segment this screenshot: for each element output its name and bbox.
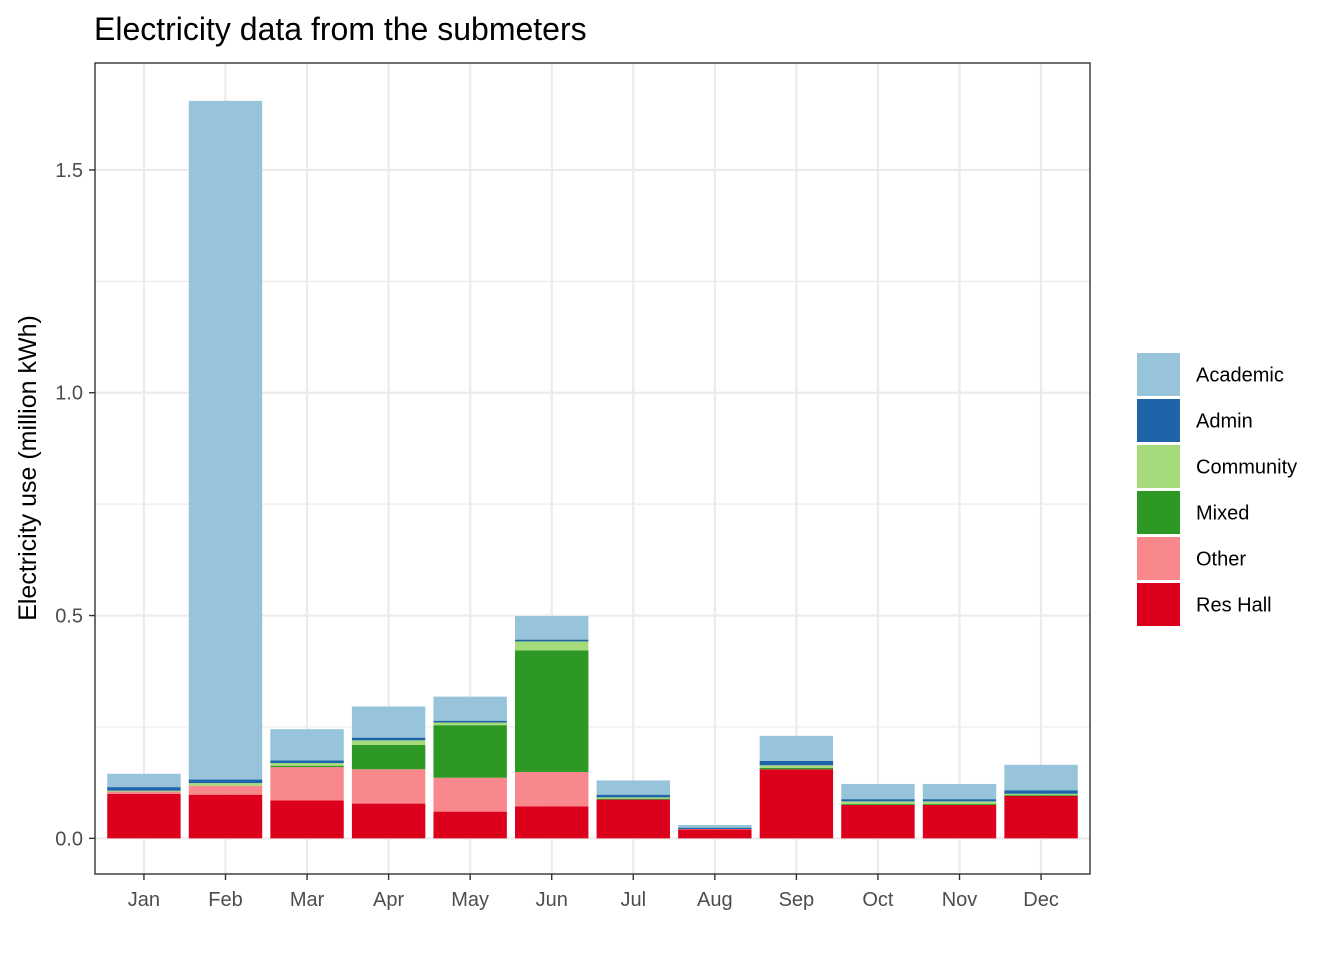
bar-segment xyxy=(188,785,263,795)
legend-label: Other xyxy=(1196,549,1246,571)
legend-key xyxy=(1137,537,1180,580)
y-tick-label: 1.5 xyxy=(55,160,83,182)
bar-segment xyxy=(678,824,752,828)
bar-segment xyxy=(433,696,507,721)
bar-segment xyxy=(515,639,589,642)
bar-segment xyxy=(351,744,426,770)
bar-segment xyxy=(759,765,834,768)
bar-segment xyxy=(270,765,344,768)
bar-segment xyxy=(515,806,589,839)
bar-segment xyxy=(596,798,670,800)
x-tick-label: Apr xyxy=(373,889,404,911)
plot-panel: 0.0 0.5 1.0 1.5 Jan Feb Mar Apr May Jun Jul Aug Sep O… xyxy=(55,62,1091,911)
bar-segment xyxy=(841,801,915,805)
bar-segment xyxy=(596,799,670,839)
bar-segment xyxy=(922,804,997,805)
bar-segment xyxy=(515,771,589,807)
y-tick-label: 1.0 xyxy=(55,383,83,405)
bar-segment xyxy=(1004,764,1078,791)
bar-segment xyxy=(678,827,752,829)
bar-segment xyxy=(596,794,670,798)
bar-segment xyxy=(922,801,997,805)
bar-segment xyxy=(922,783,997,800)
y-axis-label: Electricity use (million kWh) xyxy=(14,315,42,621)
bar-segment xyxy=(759,735,834,761)
bar-segment xyxy=(270,763,344,766)
bar-segment xyxy=(922,804,997,839)
bar-segment xyxy=(678,828,752,830)
bar-segment xyxy=(1004,795,1078,797)
bar-segment xyxy=(596,780,670,795)
bar-segment xyxy=(107,787,181,791)
chart-title: Electricity data from the submeters xyxy=(94,11,587,47)
legend-label: Community xyxy=(1196,457,1297,479)
legend-key xyxy=(1137,353,1180,396)
bar-segment xyxy=(107,773,181,788)
bar-segment xyxy=(270,729,344,761)
legend-key xyxy=(1137,399,1180,442)
bar-segment xyxy=(759,769,834,839)
bar-segment xyxy=(515,641,589,651)
bar-segment xyxy=(270,800,344,839)
bar-segment xyxy=(433,722,507,726)
x-tick-label: Jul xyxy=(620,889,646,911)
bar-segment xyxy=(596,797,670,799)
x-tick-label: Nov xyxy=(942,889,978,911)
legend-key xyxy=(1137,491,1180,534)
legend: Academic Admin Community Mixed Other Res Hall xyxy=(1137,353,1297,626)
bar-segment xyxy=(841,804,915,839)
x-tick-label: Feb xyxy=(208,889,242,911)
x-tick-label: Jun xyxy=(536,889,568,911)
bar-segment xyxy=(351,803,426,839)
bar-segment xyxy=(922,799,997,802)
bar-segment xyxy=(759,767,834,770)
x-tick-label: Jan xyxy=(128,889,160,911)
bar-segment xyxy=(351,769,426,804)
bar-segment xyxy=(351,740,426,745)
bar-segment xyxy=(841,799,915,802)
panel-border xyxy=(94,62,1091,875)
x-tick-label: Mar xyxy=(290,889,325,911)
bar-segment xyxy=(188,100,263,780)
bar-segment xyxy=(1004,790,1078,794)
bar-segment xyxy=(188,779,263,784)
bar-segment xyxy=(841,804,915,805)
bar-segment xyxy=(515,615,589,640)
legend-label: Academic xyxy=(1196,365,1284,387)
bar-segment xyxy=(433,725,507,778)
bar-segment xyxy=(107,790,181,792)
bar-segment xyxy=(270,760,344,764)
legend-key xyxy=(1137,445,1180,488)
legend-label: Res Hall xyxy=(1196,595,1272,617)
legend-label: Mixed xyxy=(1196,503,1249,525)
bar-segment xyxy=(188,783,263,786)
bar-segment xyxy=(351,706,426,738)
legend-label: Admin xyxy=(1196,411,1253,433)
x-tick-label: May xyxy=(451,889,489,911)
bar-segment xyxy=(433,777,507,812)
bar-segment xyxy=(515,650,589,772)
legend-key xyxy=(1137,583,1180,626)
x-tick-label: Oct xyxy=(862,889,894,911)
bar-segment xyxy=(433,811,507,839)
bar-segment xyxy=(1004,796,1078,839)
x-tick-label: Aug xyxy=(697,889,733,911)
x-tick-label: Sep xyxy=(779,889,815,911)
y-tick-label: 0.0 xyxy=(55,828,83,850)
bar-segment xyxy=(188,794,263,839)
bar-segment xyxy=(841,783,915,800)
bar-segment xyxy=(433,720,507,723)
bar-segment xyxy=(270,767,344,801)
x-tick-label: Dec xyxy=(1023,889,1059,911)
bar-segment xyxy=(107,793,181,839)
bar-segment xyxy=(759,760,834,766)
y-tick-label: 0.5 xyxy=(55,606,83,628)
bar-segment xyxy=(107,791,181,794)
bar-segment xyxy=(1004,793,1078,796)
bar-segment xyxy=(678,829,752,839)
bar-segment xyxy=(351,737,426,741)
